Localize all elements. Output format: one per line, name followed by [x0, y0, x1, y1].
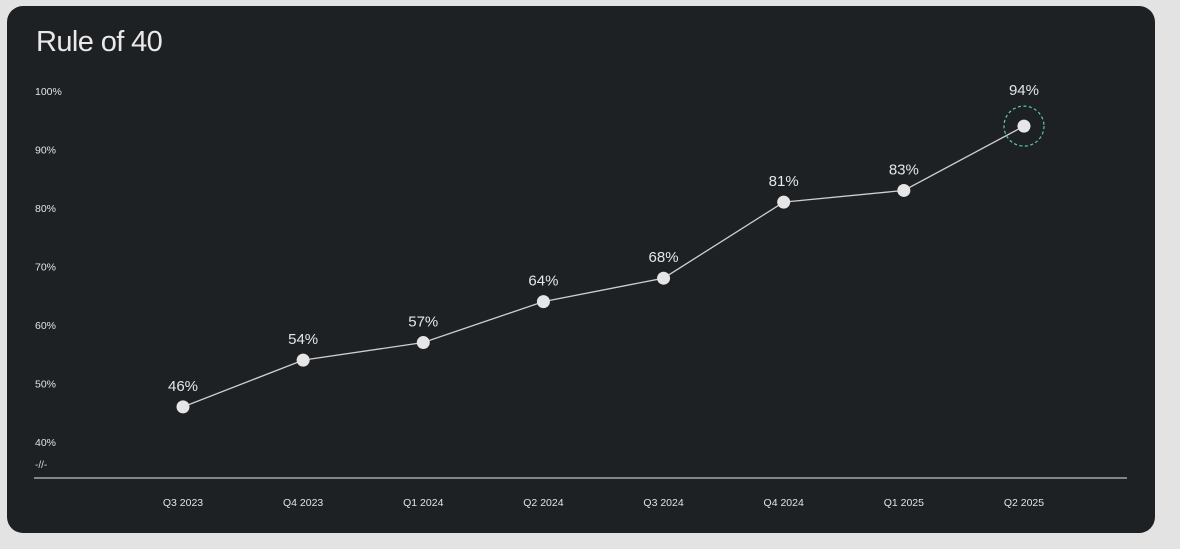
series-line-group	[182, 125, 1025, 408]
data-point	[296, 353, 310, 367]
highlight-ring	[1003, 105, 1045, 147]
data-label: 68%	[649, 249, 679, 266]
data-point	[536, 295, 550, 309]
x-tick-label: Q2 2024	[523, 497, 563, 509]
data-point	[416, 336, 430, 350]
data-labels: 46% 54% 57% 64% 68% 81% 83% 94%	[168, 82, 1039, 395]
data-label: 81%	[769, 173, 799, 190]
y-tick-label: 70%	[35, 262, 56, 274]
x-tick-label: Q2 2025	[1004, 497, 1044, 509]
x-tick-label: Q3 2024	[643, 497, 683, 509]
data-point	[897, 183, 911, 197]
x-tick-label: Q1 2025	[884, 497, 924, 509]
x-tick-label: Q1 2024	[403, 497, 443, 509]
y-tick-label: 40%	[35, 437, 56, 449]
series-line	[182, 125, 1025, 408]
data-label: 83%	[889, 161, 919, 178]
y-axis-ticks: 40% 50% 60% 70% 80% 90% 100%	[35, 86, 62, 449]
axis-break-mark: -//-	[35, 460, 47, 471]
data-point	[1017, 119, 1031, 133]
data-point	[657, 271, 671, 285]
x-tick-label: Q4 2023	[283, 497, 323, 509]
y-tick-label: 60%	[35, 320, 56, 332]
data-label: 94%	[1009, 82, 1039, 99]
data-label: 54%	[288, 331, 318, 348]
data-label: 46%	[168, 378, 198, 395]
chart-title: Rule of 40	[36, 26, 163, 58]
line-chart: 40% 50% 60% 70% 80% 90% 100% -//- Q3 2023 Q4 20…	[34, 82, 1127, 509]
highlight-group	[1003, 105, 1045, 147]
y-tick-label: 50%	[35, 379, 56, 391]
x-tick-label: Q3 2023	[163, 497, 203, 509]
data-label: 64%	[528, 273, 558, 290]
chart-card: Rule of 40 40% 50% 60% 70% 80% 90% 100% -//- Q…	[7, 6, 1155, 533]
data-point	[777, 195, 791, 209]
x-tick-label: Q4 2024	[764, 497, 804, 509]
y-tick-label: 90%	[35, 145, 56, 157]
data-points	[176, 119, 1031, 414]
data-point	[176, 400, 190, 414]
x-axis-ticks: Q3 2023 Q4 2023 Q1 2024 Q2 2024 Q3 2024 Q4 20…	[163, 497, 1044, 509]
y-tick-label: 80%	[35, 203, 56, 215]
y-tick-label: 100%	[35, 86, 62, 98]
data-label: 57%	[408, 314, 438, 331]
